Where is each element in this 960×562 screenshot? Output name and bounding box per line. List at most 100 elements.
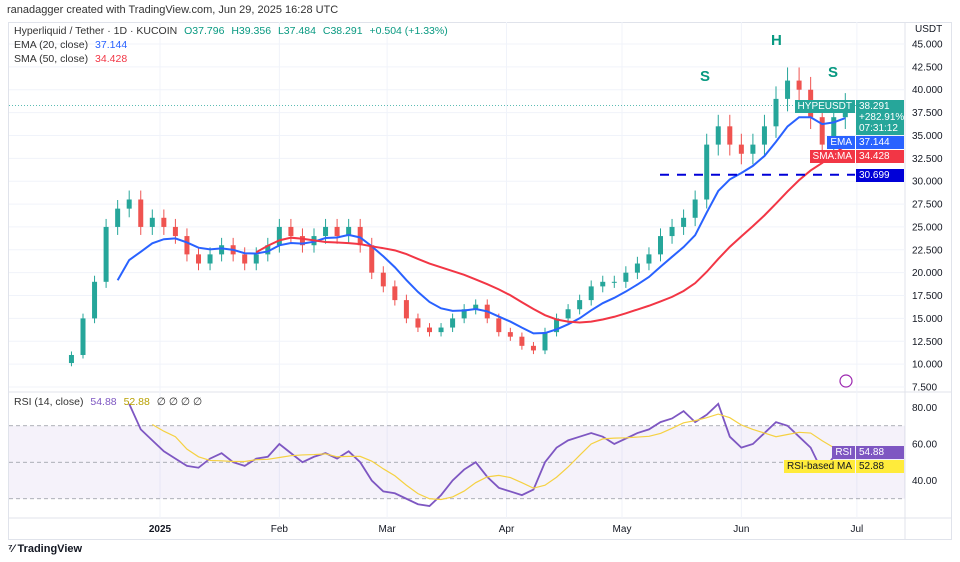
time-tick: Feb <box>271 524 289 535</box>
candle <box>750 144 756 154</box>
rsi-legend[interactable]: RSI (14, close) 54.88 52.88 ∅ ∅ ∅ ∅ <box>14 396 206 408</box>
candle <box>819 117 825 145</box>
candle <box>68 354 74 364</box>
candle <box>196 254 201 264</box>
ema-price-tag: 37.144 <box>856 136 904 149</box>
candle <box>138 199 144 227</box>
bar-countdown: 07:31:12 <box>859 123 898 134</box>
candle <box>669 226 675 237</box>
rsi-value-tag: 54.88 <box>856 446 904 459</box>
candle <box>704 144 710 200</box>
time-tick: 2025 <box>149 524 172 535</box>
low-value: L37.484 <box>277 25 316 37</box>
price-tick: 17.500 <box>912 291 943 302</box>
price-tick: 35.000 <box>912 131 943 142</box>
support-price-tag: 30.699 <box>856 169 904 182</box>
time-tick: Apr <box>499 524 515 535</box>
ema-line <box>116 116 846 335</box>
sma-tag: SMA:MA <box>809 150 855 163</box>
candle <box>265 245 271 255</box>
candle <box>773 98 779 127</box>
time-tick: Jun <box>733 524 749 535</box>
price-tick: 20.000 <box>912 268 943 279</box>
price-tick: 42.500 <box>912 62 943 73</box>
price-tick: 12.500 <box>912 337 943 348</box>
candle <box>403 300 409 319</box>
sma-value: 34.428 <box>95 53 128 65</box>
candle <box>161 217 167 227</box>
change-value: +0.504 (+1.33%) <box>369 25 448 37</box>
time-tick: Jul <box>850 524 863 535</box>
candle <box>831 117 837 145</box>
candle <box>172 226 178 237</box>
price-tick: 10.000 <box>912 360 943 371</box>
price-tick: 40.000 <box>912 85 943 96</box>
candle <box>357 226 363 246</box>
candle <box>149 217 155 227</box>
right-shoulder-label: S <box>828 64 839 81</box>
candle <box>450 318 456 328</box>
rsi-extra: ∅ ∅ ∅ ∅ <box>156 396 203 408</box>
candle <box>115 208 121 227</box>
symbol-name: Hyperliquid / Tether · 1D · KUCOIN <box>14 25 178 37</box>
sma-label: SMA (50, close) <box>14 53 89 65</box>
price-tick: 37.500 <box>912 108 943 119</box>
price-tick: 27.500 <box>912 200 943 211</box>
currency-label[interactable]: USDT <box>915 24 943 35</box>
sma-legend[interactable]: SMA (50, close) 34.428 <box>14 53 131 65</box>
time-tick: Mar <box>379 524 397 535</box>
candle <box>438 327 444 333</box>
candle <box>611 281 617 283</box>
candle <box>646 254 652 264</box>
candle <box>369 245 375 273</box>
candle <box>542 332 548 351</box>
candle <box>276 226 282 246</box>
candle <box>692 199 698 218</box>
logo-icon: ⁷⁄ <box>8 543 15 555</box>
candle <box>727 126 733 145</box>
candle <box>334 226 340 237</box>
candle <box>184 236 190 255</box>
rsi-value: 54.88 <box>90 396 117 408</box>
candle <box>496 318 502 333</box>
price-tick: 15.000 <box>912 314 943 325</box>
price-tick: 25.000 <box>912 222 943 233</box>
price-tick: 45.000 <box>912 40 943 51</box>
candle <box>80 318 86 355</box>
sma-price-tag: 34.428 <box>856 150 904 163</box>
open-value: O37.796 <box>184 25 225 37</box>
candle <box>715 126 721 145</box>
candle <box>761 126 767 145</box>
last-price: 38.291 <box>859 101 890 112</box>
price-tick: 22.500 <box>912 245 943 256</box>
ema-value: 37.144 <box>95 39 128 51</box>
candle <box>577 300 583 310</box>
lightning-icon <box>839 374 853 388</box>
price-tick: 32.500 <box>912 154 943 165</box>
footer-brand: TradingView <box>17 543 83 555</box>
chart-frame <box>8 22 952 540</box>
candle <box>600 281 606 287</box>
rsi-ma-value-tag: 52.88 <box>856 460 904 473</box>
candle <box>346 226 352 237</box>
candle <box>242 254 248 264</box>
candle <box>219 245 225 255</box>
candle <box>207 254 213 264</box>
candle <box>588 286 594 301</box>
candle <box>253 254 259 264</box>
tradingview-logo[interactable]: ⁷⁄ TradingView <box>8 543 82 555</box>
price-tick: 30.000 <box>912 177 943 188</box>
candle <box>554 318 560 333</box>
candle <box>288 226 294 237</box>
symbol-tag: HYPEUSDT <box>794 100 855 113</box>
ema-legend[interactable]: EMA (20, close) 37.144 <box>14 39 131 51</box>
rsi-ma-value: 52.88 <box>123 396 150 408</box>
candle <box>126 199 132 209</box>
candle <box>461 309 467 319</box>
candle <box>427 327 432 333</box>
symbol-legend: Hyperliquid / Tether · 1D · KUCOIN O37.7… <box>14 25 452 37</box>
credit-text: ranadagger created with TradingView.com,… <box>7 4 339 16</box>
candle <box>323 226 329 237</box>
candle <box>473 304 479 310</box>
